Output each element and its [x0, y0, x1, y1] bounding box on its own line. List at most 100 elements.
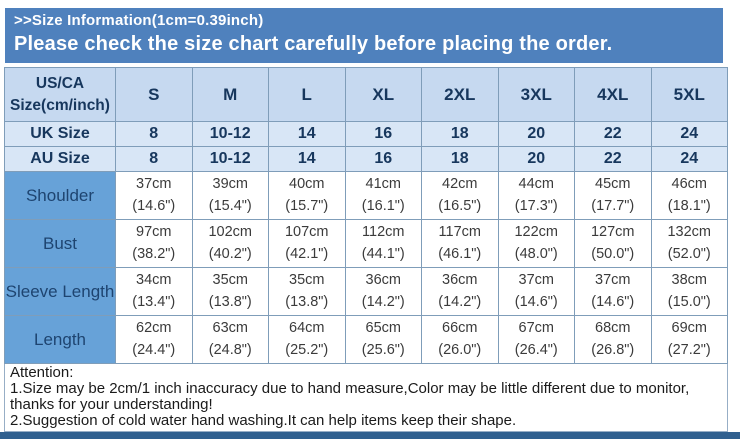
measure-cell: 40cm (15.7") [268, 171, 346, 220]
au-size-row: AU Size 8 10-12 14 16 18 20 22 24 [4, 146, 728, 172]
measure-cell: 38cm (15.0") [650, 267, 728, 316]
attention-note-2: 2.Suggestion of cold water hand washing.… [10, 412, 517, 429]
uk-size-value: 22 [574, 121, 652, 147]
attention-heading: Attention: [10, 364, 74, 381]
au-size-value: 20 [497, 146, 575, 172]
au-size-value: 22 [574, 146, 652, 172]
measure-cell: 41cm (16.1") [344, 171, 422, 220]
measure-cell: 39cm (15.4") [191, 171, 269, 220]
measure-cell: 69cm (27.2") [650, 315, 728, 364]
measure-cm: 65cm [365, 319, 401, 336]
measure-inch: (44.1") [361, 245, 405, 262]
au-size-value: 8 [115, 146, 193, 172]
shoulder-row: Shoulder 37cm (14.6") 39cm (15.4") 40cm (15… [4, 171, 728, 220]
uk-size-value: 8 [115, 121, 193, 147]
measure-cm: 44cm [518, 175, 554, 192]
uk-size-value: 16 [344, 121, 422, 147]
measure-cell: 64cm (25.2") [268, 315, 346, 364]
measure-cell: 65cm (25.6") [344, 315, 422, 364]
measure-cm: 42cm [442, 175, 478, 192]
measure-inch: (27.2") [667, 341, 711, 358]
measure-cm: 39cm [212, 175, 248, 192]
measure-inch: (15.7") [285, 197, 329, 214]
corner-label-line2: Size(cm/inch) [10, 96, 110, 114]
measure-cell: 68cm (26.8") [574, 315, 652, 364]
size-header-xl: XL [344, 67, 422, 122]
measure-inch: (48.0") [514, 245, 558, 262]
measure-cm: 36cm [365, 271, 401, 288]
au-size-label: AU Size [4, 146, 116, 172]
uk-size-label: UK Size [4, 121, 116, 147]
measure-cell: 36cm (14.2") [421, 267, 499, 316]
uk-size-value: 18 [421, 121, 499, 147]
measure-cm: 67cm [518, 319, 554, 336]
attention-box: Attention: 1.Size may be 2cm/1 inch inac… [4, 364, 728, 432]
measure-cell: 112cm (44.1") [344, 219, 422, 268]
size-info-banner: >>Size Information(1cm=0.39inch) Please … [5, 8, 723, 63]
measure-cm: 63cm [212, 319, 248, 336]
measure-inch: (16.1") [361, 197, 405, 214]
measure-cell: 42cm (16.5") [421, 171, 499, 220]
measure-inch: (24.8") [208, 341, 252, 358]
measure-cell: 122cm (48.0") [497, 219, 575, 268]
measure-cm: 107cm [284, 223, 329, 240]
measure-inch: (24.4") [132, 341, 176, 358]
measure-cell: 63cm (24.8") [191, 315, 269, 364]
size-chart-table: US/CA Size(cm/inch) S M L XL 2XL 3XL 4XL… [4, 67, 728, 364]
measure-cm: 112cm [362, 223, 405, 240]
measure-inch: (16.5") [438, 197, 482, 214]
measure-inch: (26.0") [438, 341, 482, 358]
measure-cm: 69cm [671, 319, 707, 336]
measure-cell: 35cm (13.8") [268, 267, 346, 316]
measure-inch: (14.6") [591, 293, 635, 310]
size-header-2xl: 2XL [421, 67, 499, 122]
shoulder-label: Shoulder [4, 171, 116, 220]
measure-cell: 67cm (26.4") [497, 315, 575, 364]
measure-cm: 127cm [590, 223, 635, 240]
measure-inch: (15.4") [208, 197, 252, 214]
measure-cm: 34cm [136, 271, 172, 288]
measure-cm: 35cm [212, 271, 248, 288]
measure-inch: (14.6") [132, 197, 176, 214]
measure-cell: 132cm (52.0") [650, 219, 728, 268]
measure-inch: (14.6") [514, 293, 558, 310]
measure-cm: 117cm [438, 223, 481, 240]
measure-inch: (26.8") [591, 341, 635, 358]
measure-cell: 97cm (38.2") [115, 219, 193, 268]
measure-cm: 97cm [136, 223, 172, 240]
uk-size-value: 20 [497, 121, 575, 147]
measure-cell: 45cm (17.7") [574, 171, 652, 220]
measure-cm: 37cm [595, 271, 631, 288]
measure-cell: 37cm (14.6") [574, 267, 652, 316]
banner-subtitle: Please check the size chart carefully be… [14, 33, 613, 55]
uk-size-row: UK Size 8 10-12 14 16 18 20 22 24 [4, 121, 728, 147]
length-label: Length [4, 315, 116, 364]
measure-inch: (13.4") [132, 293, 176, 310]
measure-cm: 46cm [671, 175, 707, 192]
measure-cell: 44cm (17.3") [497, 171, 575, 220]
measure-cell: 36cm (14.2") [344, 267, 422, 316]
measure-cm: 122cm [514, 223, 559, 240]
measure-cell: 34cm (13.4") [115, 267, 193, 316]
au-size-value: 24 [650, 146, 728, 172]
measure-cm: 66cm [442, 319, 478, 336]
measure-inch: (13.8") [285, 293, 329, 310]
measure-inch: (50.0") [591, 245, 635, 262]
measure-cell: 107cm (42.1") [268, 219, 346, 268]
uk-size-value: 24 [650, 121, 728, 147]
measure-inch: (15.0") [667, 293, 711, 310]
au-size-value: 18 [421, 146, 499, 172]
measure-inch: (17.3") [514, 197, 558, 214]
measure-cm: 37cm [136, 175, 172, 192]
measure-inch: (52.0") [667, 245, 711, 262]
uk-size-value: 14 [268, 121, 346, 147]
measure-cm: 132cm [667, 223, 712, 240]
measure-cm: 68cm [595, 319, 631, 336]
banner-title: >>Size Information(1cm=0.39inch) [14, 12, 264, 29]
sleeve-length-row: Sleeve Length 34cm (13.4") 35cm (13.8") 35… [4, 267, 728, 316]
measure-inch: (18.1") [667, 197, 711, 214]
measure-inch: (25.2") [285, 341, 329, 358]
au-size-value: 14 [268, 146, 346, 172]
length-row: Length 62cm (24.4") 63cm (24.8") 64cm (25.2… [4, 315, 728, 364]
size-header-4xl: 4XL [574, 67, 652, 122]
